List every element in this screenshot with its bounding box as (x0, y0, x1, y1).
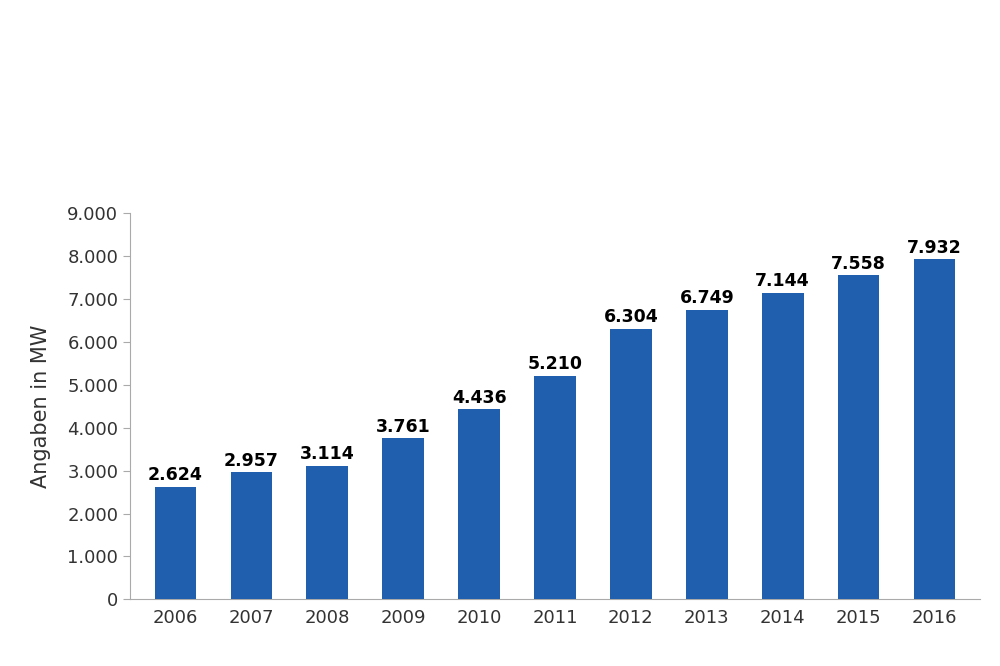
Text: 6.749: 6.749 (679, 289, 734, 308)
Text: 2.624: 2.624 (148, 466, 203, 484)
Bar (686, 310, 728, 599)
Bar (534, 376, 576, 599)
Bar (306, 466, 348, 599)
Bar (382, 438, 424, 599)
Text: 5.210: 5.210 (528, 356, 582, 374)
Text: 3.114: 3.114 (300, 446, 355, 464)
Text: 2.957: 2.957 (224, 452, 279, 470)
Bar (155, 487, 196, 599)
Text: 4.436: 4.436 (452, 389, 506, 407)
Text: 3.761: 3.761 (376, 418, 431, 436)
Bar (610, 329, 652, 599)
Bar (838, 275, 879, 599)
Bar (914, 259, 955, 599)
Bar (762, 293, 804, 599)
Text: 7.932: 7.932 (907, 238, 962, 256)
Text: 7.558: 7.558 (831, 254, 886, 272)
Bar (458, 409, 500, 599)
Bar (231, 472, 272, 599)
Y-axis label: Angaben in MW: Angaben in MW (31, 324, 51, 488)
Text: 7.144: 7.144 (755, 272, 810, 290)
Text: 6.304: 6.304 (604, 308, 658, 326)
